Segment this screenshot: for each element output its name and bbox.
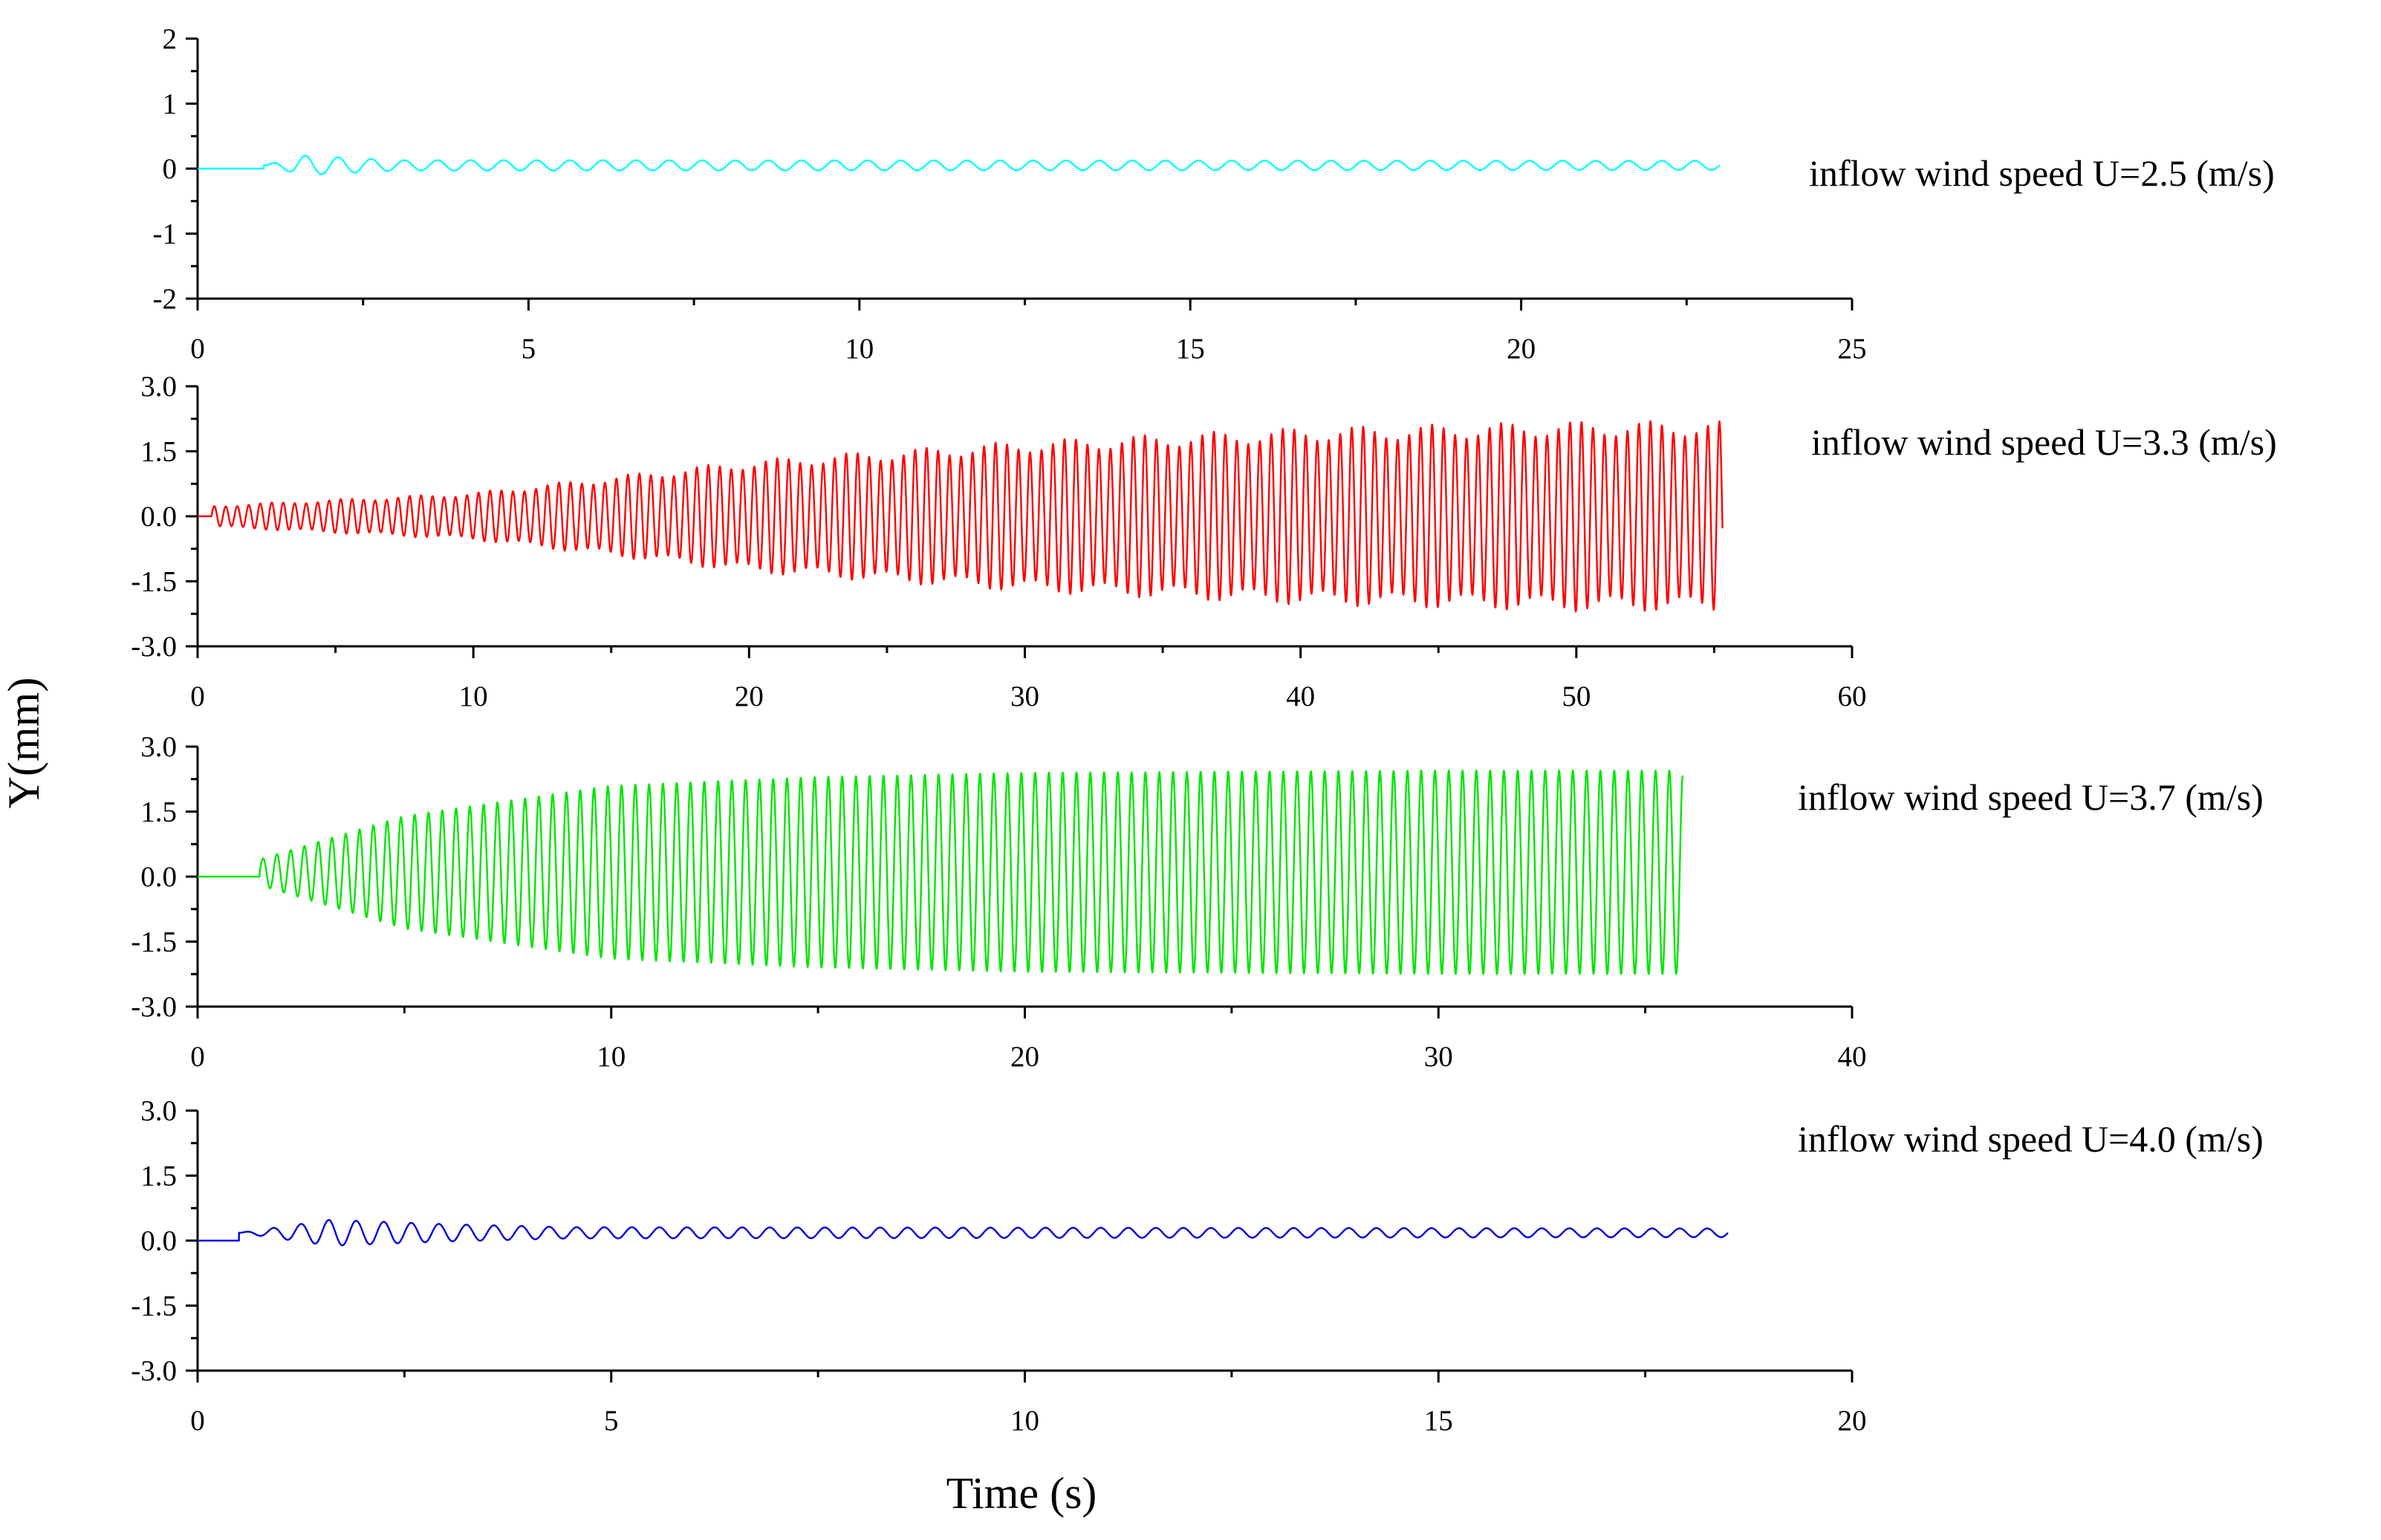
x-tick-label: 10 xyxy=(1010,1405,1039,1437)
y-tick-label: 0.0 xyxy=(140,501,177,533)
x-tick-label: 20 xyxy=(1010,1041,1039,1073)
y-tick-label: -3.0 xyxy=(131,991,177,1023)
y-tick-label: 3.0 xyxy=(140,371,177,403)
x-tick-label: 15 xyxy=(1424,1405,1453,1437)
x-tick-label: 25 xyxy=(1838,333,1867,365)
y-tick-label: -3.0 xyxy=(131,631,177,663)
legend-label: inflow wind speed U=3.7 (m/s) xyxy=(1798,776,2264,818)
panel-u37: 3.0 1.5 0.0 -1.5 -3.0 0 10 20 30 40 inflow wind sp… xyxy=(131,731,2263,1073)
x-tick-label: 0 xyxy=(190,1405,205,1437)
x-tick-label: 0 xyxy=(190,333,205,365)
x-tick-label: 30 xyxy=(1010,680,1039,712)
y-tick-label: 0.0 xyxy=(140,861,177,893)
y-tick-label: -1 xyxy=(153,218,178,250)
series-line xyxy=(198,769,1683,975)
legend-label: inflow wind speed U=4.0 (m/s) xyxy=(1798,1118,2264,1160)
x-tick-label: 60 xyxy=(1838,680,1867,712)
x-tick-label: 20 xyxy=(1838,1405,1867,1437)
x-tick-label: 20 xyxy=(1507,333,1536,365)
y-tick-label: 1.5 xyxy=(140,796,177,828)
y-tick-label: 1 xyxy=(163,88,178,120)
y-tick-label: 1.5 xyxy=(140,1160,177,1192)
series-line xyxy=(198,1219,1729,1247)
x-tick-label: 30 xyxy=(1424,1041,1453,1073)
x-tick-label: 40 xyxy=(1838,1041,1867,1073)
y-tick-label: -2 xyxy=(153,283,178,315)
series-line xyxy=(198,420,1724,613)
y-tick-label: 3.0 xyxy=(140,731,177,763)
y-tick-label: -1.5 xyxy=(131,1290,177,1322)
legend-label: inflow wind speed U=3.3 (m/s) xyxy=(1811,421,2277,463)
x-tick-label: 5 xyxy=(604,1405,619,1437)
legend-label: inflow wind speed U=2.5 (m/s) xyxy=(1809,152,2275,194)
x-tick-label: 5 xyxy=(522,333,536,365)
x-tick-label: 50 xyxy=(1562,680,1591,712)
y-tick-label: 1.5 xyxy=(140,436,177,468)
x-tick-label: 10 xyxy=(459,680,488,712)
y-tick-label: 0 xyxy=(163,153,178,185)
panel-u33: 3.0 1.5 0.0 -1.5 -3.0 0 10 20 30 40 50 60 inflow win… xyxy=(131,371,2276,712)
x-tick-label: 10 xyxy=(845,333,874,365)
series-line xyxy=(198,155,1721,175)
x-tick-label: 20 xyxy=(735,680,764,712)
x-tick-label: 0 xyxy=(190,1041,205,1073)
x-tick-label: 15 xyxy=(1176,333,1205,365)
y-tick-label: -1.5 xyxy=(131,926,177,958)
y-tick-label: -3.0 xyxy=(131,1355,177,1387)
y-tick-label: 0.0 xyxy=(140,1225,177,1257)
y-tick-label: -1.5 xyxy=(131,566,177,598)
y-tick-label: 3.0 xyxy=(140,1095,177,1127)
x-tick-label: 10 xyxy=(597,1041,626,1073)
panel-u40: 3.0 1.5 0.0 -1.5 -3.0 0 5 10 15 20 inflow wind spe… xyxy=(131,1095,2263,1437)
y-tick-label: 2 xyxy=(163,23,178,55)
x-tick-label: 0 xyxy=(190,680,205,712)
x-tick-label: 40 xyxy=(1286,680,1315,712)
x-axis-title: Time (s) xyxy=(946,1469,1097,1518)
y-axis-title: Y(mm) xyxy=(0,678,48,809)
